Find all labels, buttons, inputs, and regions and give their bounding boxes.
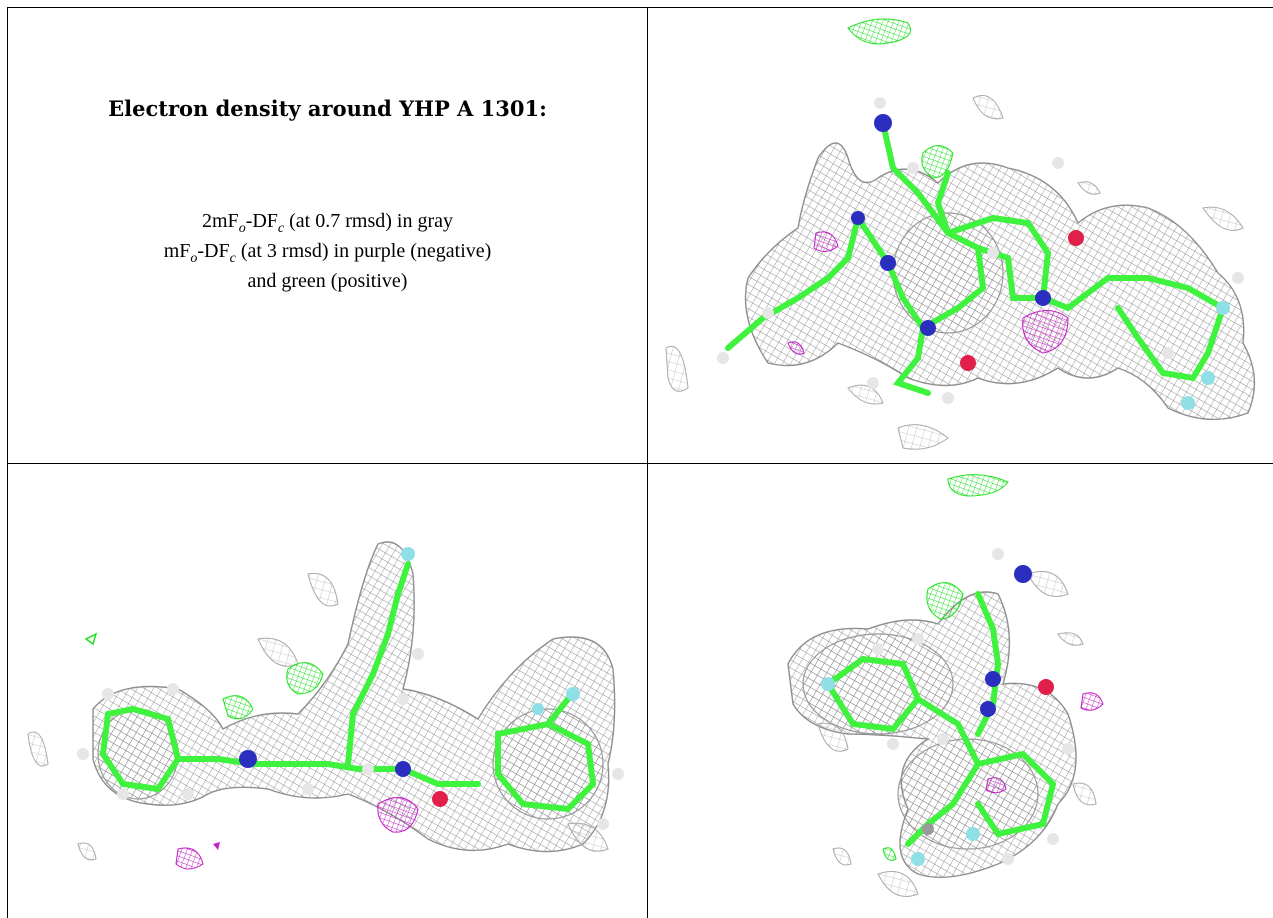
table-row-divider <box>7 463 1273 464</box>
positive-density-blobs <box>84 632 324 720</box>
density-render-end <box>787 474 1104 897</box>
legend-subscript: c <box>277 221 285 236</box>
legend-line-mfo: mFo-DFc (at 3 rmsd) in purple (negative) <box>8 236 647 266</box>
ligand-view-top <box>648 8 1273 463</box>
table-border-top <box>7 7 1273 8</box>
ligand-atoms <box>77 547 624 830</box>
legend-subscript: c <box>229 251 236 266</box>
density-mesh <box>665 95 1256 450</box>
caption-title: Electron density around YHP A 1301: <box>108 96 547 121</box>
legend-line-colors: and green (positive) <box>247 270 408 292</box>
caption-cell: Electron density around YHP A 1301: 2mFo… <box>8 8 647 463</box>
ligand-atoms <box>717 97 1244 410</box>
ligand-view-side <box>8 464 647 917</box>
legend-text: -DF <box>245 210 278 232</box>
legend-text: 2mF <box>202 210 239 232</box>
positive-density-blobs <box>847 18 954 179</box>
negative-density-blobs <box>175 797 419 870</box>
density-render-side <box>27 541 624 870</box>
density-mesh <box>27 541 616 861</box>
legend-text: (at 3 rmsd) in purple (negative) <box>235 240 492 262</box>
density-render-top <box>665 18 1256 450</box>
caption-legend: 2mFo-DFc (at 0.7 rmsd) in gray mFo-DFc (… <box>8 206 647 296</box>
legend-text: (at 0.7 rmsd) in gray <box>284 210 453 232</box>
legend-text: mF <box>163 240 191 262</box>
positive-density-blobs <box>882 474 1009 861</box>
legend-line-2mfo: 2mFo-DFc (at 0.7 rmsd) in gray <box>8 206 647 236</box>
negative-density-blobs <box>985 692 1104 794</box>
negative-density-blobs <box>787 231 1069 355</box>
table-column-divider <box>647 7 648 918</box>
ligand-view-end <box>648 464 1273 917</box>
ligand-bonds <box>99 561 597 813</box>
ligand-atoms <box>821 548 1074 866</box>
legend-subscript: o <box>238 221 246 236</box>
legend-text: -DF <box>197 240 230 262</box>
table-border-left <box>7 7 8 918</box>
legend-subscript: o <box>190 251 198 266</box>
